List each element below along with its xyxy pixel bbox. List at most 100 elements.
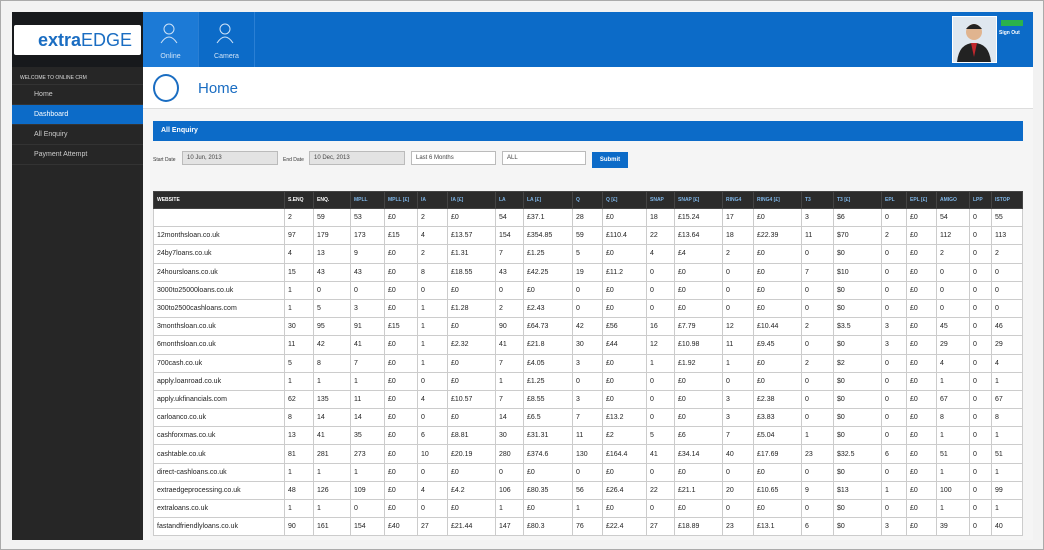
table-cell: £10.57 — [447, 389, 496, 410]
table-cell: 1 — [936, 498, 970, 519]
table-cell: £8.81 — [447, 426, 496, 446]
table-cell: £8.55 — [523, 389, 573, 410]
table-cell: 126 — [313, 480, 351, 501]
table-cell: 10 — [417, 444, 448, 464]
table-cell: 41 — [495, 335, 524, 355]
avatar[interactable] — [952, 16, 997, 63]
table-cell: 0 — [646, 280, 675, 300]
table-cell: 280 — [495, 444, 524, 464]
table-row: 3000to25000loans.co.uk 1 0 0 £0 0 £0 0 £0 0 £0 0 £0 0… — [153, 280, 1023, 300]
tab-label: Camera — [214, 53, 239, 60]
table-cell: $6 — [833, 207, 882, 228]
tab[interactable]: Online — [143, 12, 199, 67]
column-header: EPL — [881, 191, 907, 209]
table-cell: £64.73 — [523, 317, 573, 337]
table-cell: 0 — [969, 462, 992, 482]
table-cell: 0 — [969, 226, 992, 246]
icon — [216, 23, 234, 44]
table-cell: 273 — [350, 444, 385, 464]
table-cell: 3 — [722, 408, 754, 428]
nav-item[interactable]: All Enquiry — [12, 125, 143, 145]
table-cell: 5 — [646, 426, 675, 446]
table-row: 6monthsloan.co.uk 11 42 41 £0 1 £2.32 41 £21.8 30… — [153, 335, 1023, 355]
table-cell: 0 — [936, 262, 970, 282]
end-date[interactable]: 10 Dec, 2013 — [309, 151, 405, 165]
table-cell: £0 — [447, 462, 496, 482]
start-date[interactable]: 10 Jun, 2013 — [182, 151, 278, 165]
tab[interactable]: Camera — [199, 12, 255, 67]
nav-item[interactable]: Payment Attempt — [12, 145, 143, 165]
table-cell: £0 — [906, 462, 937, 482]
table-cell: 40 — [722, 444, 754, 464]
nav-item[interactable]: Dashboard — [12, 105, 143, 125]
table-cell: 0 — [969, 335, 992, 355]
table-cell: 42 — [572, 317, 603, 337]
table-cell: 30 — [495, 426, 524, 446]
table-cell: £0 — [384, 480, 418, 501]
section-bar: All Enquiry — [153, 121, 1023, 141]
table-cell: 3 — [801, 207, 834, 228]
table-cell: 24by7loans.co.uk — [153, 244, 285, 264]
filter-select[interactable]: ALL — [502, 151, 586, 165]
table-cell: £0 — [674, 280, 723, 300]
table-cell: 0 — [969, 353, 992, 373]
table-cell: £0 — [602, 244, 647, 264]
logo[interactable]: extraEDGE — [14, 25, 141, 55]
table-cell: apply.ukfinancials.com — [153, 389, 285, 410]
table-cell: 18 — [722, 226, 754, 246]
table-cell: 154 — [495, 226, 524, 246]
table-cell: £0 — [906, 517, 937, 537]
table-cell: £17.69 — [753, 444, 802, 464]
table-cell: 0 — [991, 280, 1023, 300]
table-cell: 0 — [969, 244, 992, 264]
table-cell: 0 — [417, 408, 448, 428]
table-cell: 18 — [646, 207, 675, 228]
table-cell: 3 — [350, 298, 385, 319]
table-cell: 56 — [572, 480, 603, 501]
sign-out[interactable]: Sign Out — [999, 30, 1020, 36]
table-row: carloanco.co.uk 8 14 14 £0 0 £0 14 £6.5 7 £13.2 0 £0… — [153, 408, 1023, 428]
table-cell: £21.8 — [523, 335, 573, 355]
nav-item[interactable]: Home — [12, 85, 143, 105]
table-cell: £0 — [447, 280, 496, 300]
table-cell: £13.1 — [753, 517, 802, 537]
table-cell: $10 — [833, 262, 882, 282]
table-cell: £42.25 — [523, 262, 573, 282]
table-cell: 1 — [350, 371, 385, 391]
table-cell: 1 — [284, 462, 314, 482]
table-cell: 1 — [313, 498, 351, 519]
table-cell: 22 — [646, 226, 675, 246]
table-cell: 0 — [646, 408, 675, 428]
table-cell: 700cash.co.uk — [153, 353, 285, 373]
table-cell: 6 — [881, 444, 907, 464]
column-header: ISTOP — [991, 191, 1023, 209]
table-cell: $32.5 — [833, 444, 882, 464]
table-cell: 0 — [572, 298, 603, 319]
table-cell: 0 — [881, 280, 907, 300]
table-cell: £4.05 — [523, 353, 573, 373]
table-cell: £80.35 — [523, 480, 573, 501]
table-row: 24hoursloans.co.uk 15 43 43 £0 8 £18.55 43 £42.2… — [153, 262, 1023, 282]
table-cell: 3 — [881, 517, 907, 537]
logo-area: extraEDGE — [12, 12, 143, 67]
table-cell: 0 — [881, 408, 907, 428]
table-row: extraedgeprocessing.co.uk 48 126 109 £0 4 £4.2… — [153, 480, 1023, 501]
table-cell: $0 — [833, 517, 882, 537]
table-cell: fastandfriendlyloans.co.uk — [153, 517, 285, 537]
submit-button[interactable]: Submit — [592, 152, 628, 168]
table-cell: 0 — [881, 389, 907, 410]
table-cell: 1 — [417, 317, 448, 337]
table-row: 300to2500cashloans.com 1 5 3 £0 1 £1.28 2 £2.43 0… — [153, 298, 1023, 319]
table-cell: 0 — [646, 389, 675, 410]
table-cell: 0 — [881, 498, 907, 519]
table-cell: 2 — [991, 244, 1023, 264]
table-cell: £0 — [674, 371, 723, 391]
table-cell: £13.64 — [674, 226, 723, 246]
table-cell: apply.loanroad.co.uk — [153, 371, 285, 391]
table-cell: 30 — [284, 317, 314, 337]
table-cell: $0 — [833, 371, 882, 391]
logo-text: EDGE — [81, 30, 133, 50]
period-select[interactable]: Last 6 Months — [411, 151, 496, 165]
table-cell: 27 — [417, 517, 448, 537]
table-cell: 0 — [417, 280, 448, 300]
